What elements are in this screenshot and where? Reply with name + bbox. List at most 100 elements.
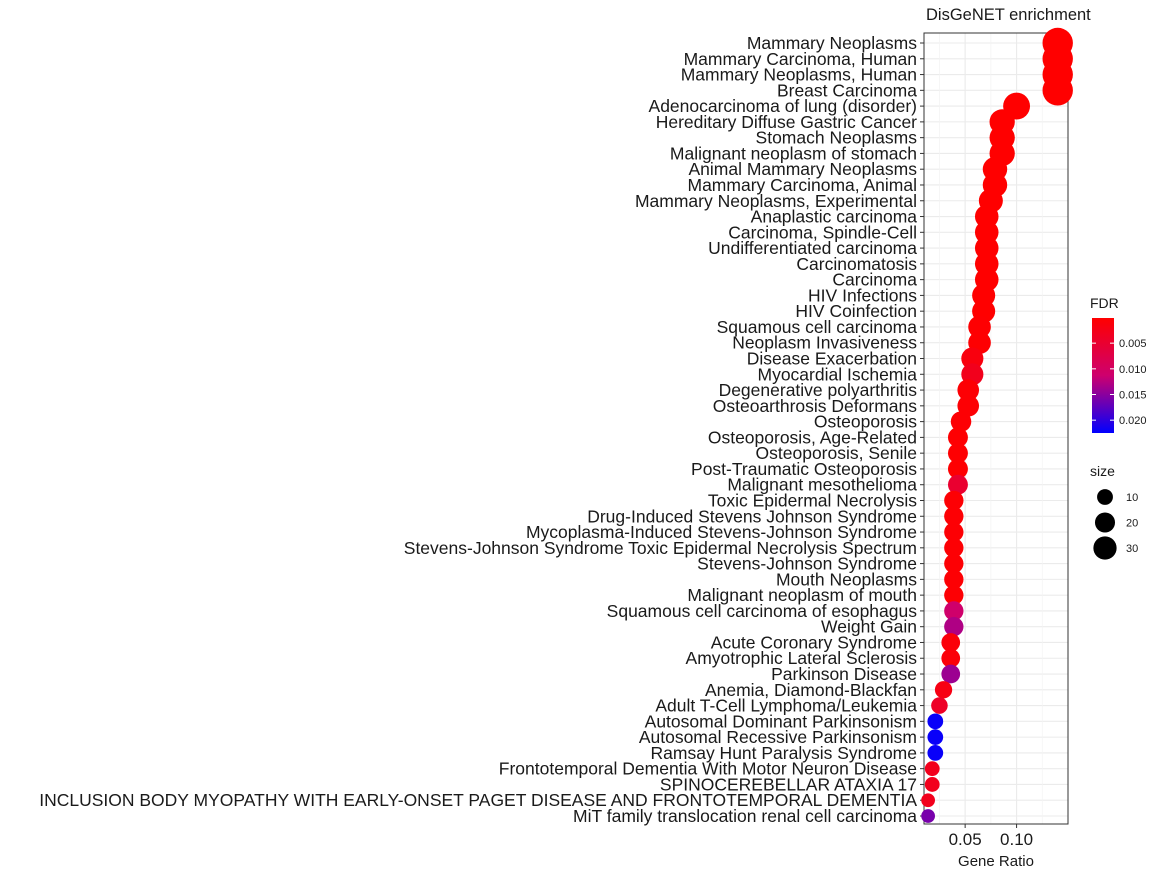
y-axis-ticks [920,42,924,817]
fdr-tick-label: 0.020 [1119,415,1147,427]
data-point [944,569,964,590]
fdr-legend-ticks: 0.005 0.010 0.015 0.020 [1092,338,1147,427]
category-label: Undifferentiated carcinoma [708,238,917,258]
category-label: MiT family translocation renal cell carc… [573,806,917,826]
size-key-dot [1094,512,1116,533]
fdr-legend-title: FDR [1090,295,1119,311]
x-tick-label: 0.05 [949,830,982,849]
category-label: Hereditary Diffuse Gastric Cancer [656,112,917,132]
category-label: Adenocarcinoma of lung (disorder) [649,96,917,116]
category-label: Autosomal Dominant Parkinsonism [645,711,917,731]
category-label: Mammary Neoplasms, Human [681,65,917,85]
category-label: Autosomal Recessive Parkinsonism [639,727,917,747]
data-point [961,347,984,370]
category-label: Stevens-Johnson Syndrome [697,554,917,574]
category-label: Mouth Neoplasms [776,569,917,589]
data-point [957,395,980,417]
x-axis: 0.05 0.10 [949,824,1033,849]
category-label: Post-Traumatic Osteoporosis [691,459,917,479]
size-key-label: 10 [1126,492,1138,504]
category-label: Mammary Neoplasms, Experimental [635,191,917,211]
category-label: Malignant mesothelioma [727,475,917,495]
category-label: Degenerative polyarthritis [719,380,918,400]
fdr-tick-label: 0.010 [1119,364,1147,376]
x-tick-label: 0.10 [1000,830,1033,849]
fdr-tick-label: 0.015 [1119,389,1147,401]
data-point [944,538,964,558]
category-label: Osteoporosis, Senile [756,443,917,463]
category-label: Weight Gain [821,617,917,637]
data-point [931,697,948,714]
category-label: Amyotrophic Lateral Sclerosis [686,648,918,668]
category-label: Toxic Epidermal Necrolysis [708,490,917,510]
category-label: Carcinoma, Spindle-Cell [728,222,917,242]
data-point [924,777,940,792]
category-label: Disease Exacerbation [747,349,917,369]
data-point [944,617,964,637]
category-label: Parkinson Disease [771,664,917,684]
size-key-label: 30 [1126,543,1138,555]
data-point [957,379,980,401]
data-point [927,745,944,761]
category-label: HIV Infections [808,285,917,305]
data-point [944,490,964,511]
x-axis-title: Gene Ratio [958,853,1034,870]
data-point [941,648,961,668]
category-label: Myocardial Ischemia [758,364,918,384]
category-label: Ramsay Hunt Paralysis Syndrome [651,743,917,763]
data-point [944,585,964,605]
chart-title: DisGeNET enrichment [926,6,1091,24]
category-label: Mycoplasma-Induced Stevens-Johnson Syndr… [526,522,917,542]
category-label: Malignant neoplasm of mouth [687,585,917,605]
category-label: SPINOCEREBELLAR ATAXIA 17 [660,774,917,794]
category-label: Osteoporosis, Age-Related [708,427,917,447]
category-label: Carcinoma [832,270,917,290]
data-point [947,443,968,464]
category-label: Squamous cell carcinoma of esophagus [607,601,918,621]
data-point [921,809,935,823]
category-label: Mammary Neoplasms [747,33,917,53]
size-key-label: 20 [1126,518,1138,530]
data-point [947,474,968,495]
size-legend: size 10 20 30 [1090,463,1138,560]
category-label: Osteoarthrosis Deformans [713,396,917,416]
category-label: Anaplastic carcinoma [751,207,918,227]
fdr-tick-label: 0.005 [1119,338,1147,350]
data-point [1042,75,1073,106]
category-label: INCLUSION BODY MYOPATHY WITH EARLY-ONSET… [39,790,917,810]
fdr-colorbar [1092,318,1114,433]
data-point [921,793,935,808]
category-label: Neoplasm Invasiveness [732,333,917,353]
data-point [944,522,964,542]
category-label: Animal Mammary Neoplasms [688,159,917,179]
category-label: Stevens-Johnson Syndrome Toxic Epidermal… [404,538,917,558]
data-point [972,283,996,307]
data-point [947,458,968,479]
data-point [947,427,968,448]
data-points [921,27,1073,823]
category-label: Drug-Induced Stevens Johnson Syndrome [587,506,917,526]
category-label: Acute Coronary Syndrome [711,632,917,652]
fdr-legend: FDR 0.005 0.010 0.015 0.020 [1090,295,1147,433]
data-point [934,681,953,699]
data-point [924,761,940,777]
size-legend-keys: 10 20 30 [1093,489,1138,560]
category-label: Mammary Carcinoma, Animal [688,175,918,195]
category-label: HIV Coinfection [795,301,917,321]
category-label: Frontotemporal Dementia With Motor Neuro… [499,759,917,779]
data-point [941,664,961,684]
data-point [941,633,961,652]
category-label: Breast Carcinoma [777,80,917,100]
data-point [944,553,964,574]
plot-panel-border [923,32,1069,825]
data-point [950,411,972,432]
size-legend-title: size [1090,463,1115,479]
category-label: Osteoporosis [814,412,917,432]
category-label: Stomach Neoplasms [756,128,918,148]
category-label: Carcinomatosis [796,254,917,274]
size-key-dot [1097,489,1113,505]
data-point [944,601,964,621]
category-label: Anemia, Diamond-Blackfan [705,680,917,700]
